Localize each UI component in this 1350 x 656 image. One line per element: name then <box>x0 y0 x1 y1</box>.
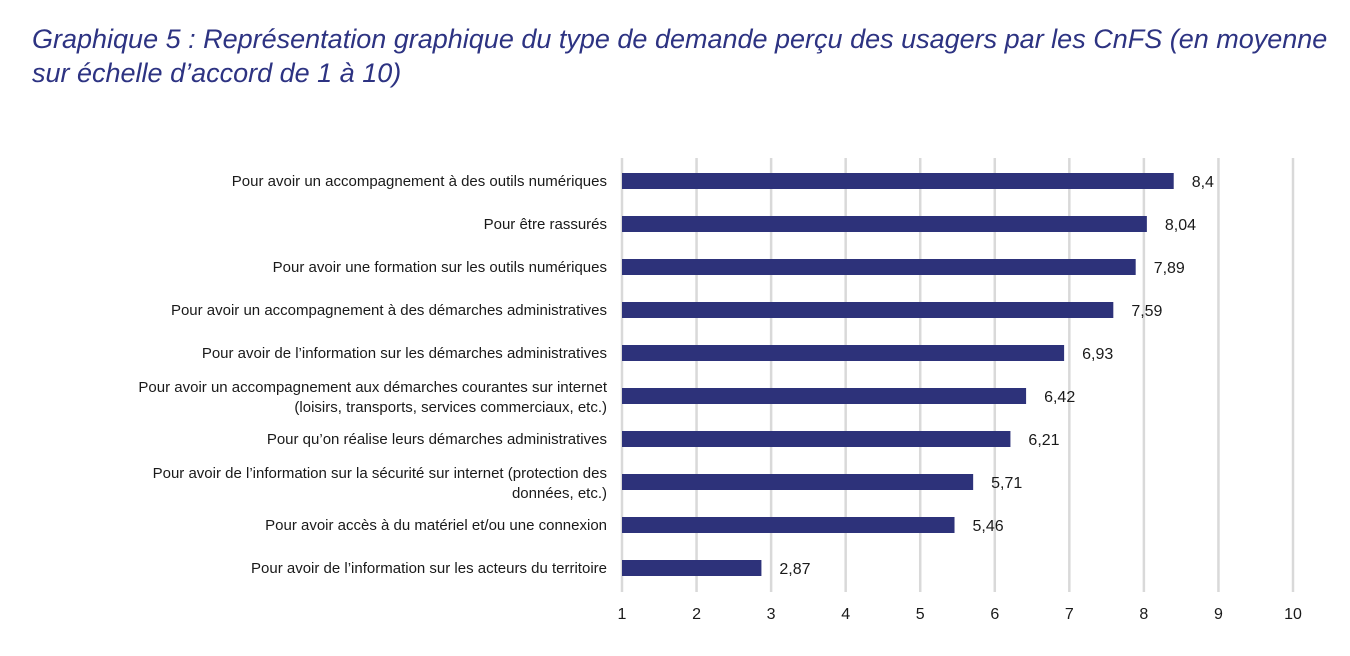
data-label: 5,46 <box>973 518 1004 535</box>
bar <box>622 560 762 576</box>
category-label: Pour être rassurés <box>484 216 607 233</box>
x-tick-label: 9 <box>1214 606 1223 623</box>
category-label: Pour avoir de l’information sur la sécur… <box>153 465 607 482</box>
bar <box>622 345 1065 361</box>
x-tick-label: 7 <box>1065 606 1074 623</box>
x-tick-label: 2 <box>692 606 701 623</box>
category-label: Pour qu’on réalise leurs démarches admin… <box>267 431 607 448</box>
category-label: Pour avoir un accompagnement à des outil… <box>232 173 607 190</box>
bar <box>622 517 955 533</box>
data-label: 6,93 <box>1082 346 1113 363</box>
data-label: 8,4 <box>1192 174 1214 191</box>
bar <box>622 388 1027 404</box>
category-label: Pour avoir une formation sur les outils … <box>273 259 607 276</box>
data-label: 2,87 <box>779 561 810 578</box>
data-label: 6,21 <box>1028 432 1059 449</box>
bar <box>622 302 1114 318</box>
bar <box>622 474 974 490</box>
data-label: 7,89 <box>1154 260 1185 277</box>
bar <box>622 431 1011 447</box>
data-label: 7,59 <box>1131 303 1162 320</box>
x-tick-label: 1 <box>618 606 627 623</box>
bar <box>622 259 1136 275</box>
data-label: 8,04 <box>1165 217 1196 234</box>
chart-title: Graphique 5 : Représentation graphique d… <box>32 24 1328 88</box>
x-tick-label: 6 <box>990 606 999 623</box>
bar <box>622 173 1174 189</box>
x-tick-label: 10 <box>1284 606 1302 623</box>
category-label: Pour avoir un accompagnement à des démar… <box>171 302 607 319</box>
category-label: Pour avoir accès à du matériel et/ou une… <box>265 517 607 534</box>
category-label: Pour avoir de l’information sur les déma… <box>202 345 607 362</box>
category-label: Pour avoir un accompagnement aux démarch… <box>138 379 607 396</box>
x-tick-label: 3 <box>767 606 776 623</box>
category-label: Pour avoir de l’information sur les acte… <box>251 560 607 577</box>
category-label: (loisirs, transports, services commercia… <box>294 399 607 416</box>
data-label: 5,71 <box>991 475 1022 492</box>
category-label: données, etc.) <box>512 485 607 502</box>
x-tick-label: 8 <box>1139 606 1148 623</box>
data-label: 6,42 <box>1044 389 1075 406</box>
x-tick-label: 5 <box>916 606 925 623</box>
x-tick-label: 4 <box>841 606 850 623</box>
bar <box>622 216 1147 232</box>
